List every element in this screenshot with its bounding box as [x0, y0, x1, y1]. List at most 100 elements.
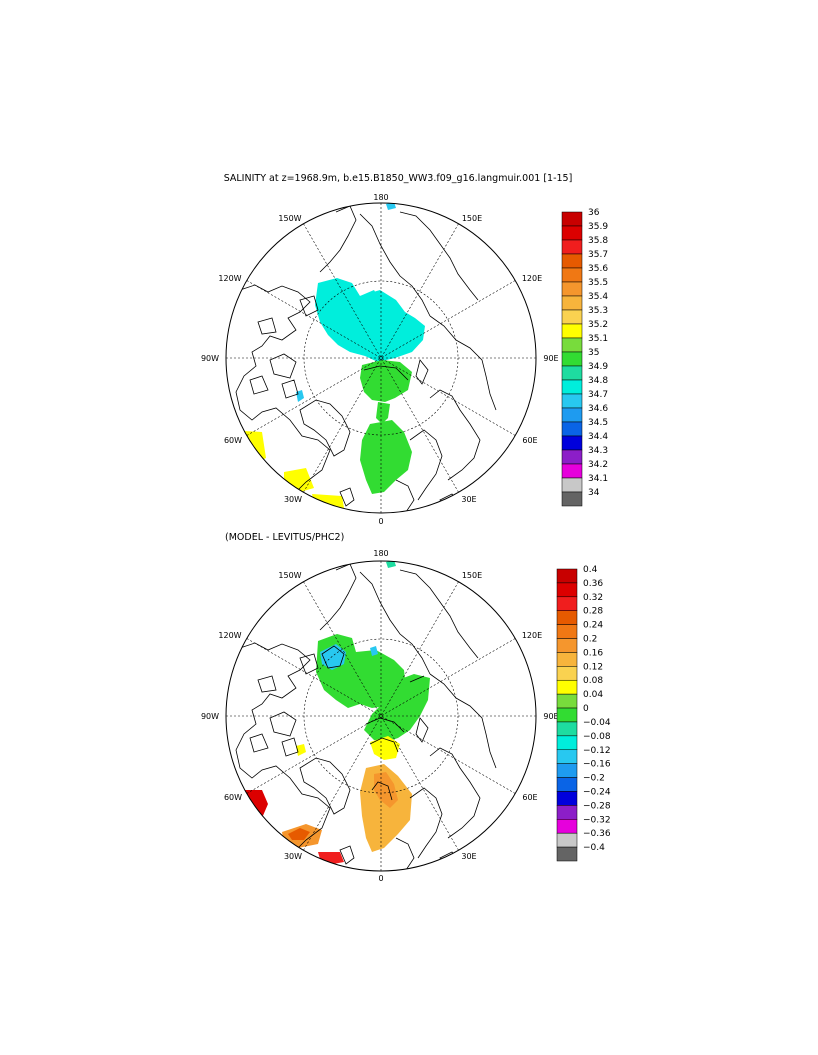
colorbar-swatch: [561, 295, 583, 311]
colorbar-label: −0.32: [583, 815, 611, 825]
diff-makarov-spot: [370, 646, 378, 656]
colorbar-swatch: [561, 379, 583, 395]
lon-label-30e: 30E: [461, 852, 476, 861]
colorbar-swatch: [556, 805, 578, 820]
colorbar-label: 0.12: [583, 662, 603, 672]
colorbar-label: 35.1: [588, 334, 608, 344]
colorbar-label: 0.36: [583, 579, 603, 589]
colorbar-swatch: [556, 832, 578, 848]
colorbar-swatch: [561, 281, 583, 297]
lon-label-150w: 150W: [278, 214, 301, 223]
colorbar-label: −0.36: [583, 829, 611, 839]
colorbar-swatch: [561, 211, 583, 227]
lon-label-0: 0: [378, 874, 383, 883]
map-border-2: [225, 560, 537, 872]
polar-map-1: [226, 203, 536, 513]
colorbar-swatch: [556, 791, 578, 806]
lon-label-120w: 120W: [218, 631, 241, 640]
colorbar-swatch: [556, 568, 578, 584]
colorbar-label: 35.8: [588, 236, 608, 246]
lon-label-90w: 90W: [201, 712, 219, 721]
graticule-2: [226, 561, 536, 871]
colorbar-swatch: [556, 582, 578, 598]
colorbar-swatch: [556, 735, 578, 751]
colorbar-label: −0.16: [583, 760, 611, 770]
colorbar-swatch: [561, 463, 583, 479]
colorbar-swatch: [556, 819, 578, 834]
lon-label-60w: 60W: [224, 436, 242, 445]
contours-2: [321, 645, 425, 801]
colorbar-label: −0.2: [583, 774, 605, 784]
lon-label-0: 0: [378, 517, 383, 526]
colorbar-label: 0.04: [583, 690, 603, 700]
lon-label-120w: 120W: [218, 274, 241, 283]
colorbar-label: −0.04: [583, 718, 611, 728]
polar-map-2: [226, 561, 536, 871]
colorbar-swatch: [556, 846, 578, 862]
lon-label-30e: 30E: [461, 495, 476, 504]
lon-label-180: 180: [373, 193, 388, 202]
colorbar-swatch: [561, 351, 583, 367]
coastlines-2: [226, 563, 497, 871]
colorbar-swatch: [556, 679, 578, 695]
lon-label-90w: 90W: [201, 354, 219, 363]
colorbar-label: 35: [588, 348, 599, 358]
colorbar-swatch: [556, 624, 578, 639]
colorbar-swatch: [561, 435, 583, 451]
colorbar-swatch: [561, 421, 583, 437]
colorbar-swatch: [561, 323, 583, 339]
colorbar-swatch: [561, 477, 583, 493]
lon-label-180: 180: [373, 549, 388, 558]
colorbar-label: 34: [588, 488, 600, 498]
colorbar-swatch: [561, 407, 583, 423]
diff-nordic-seas: [360, 764, 412, 852]
difference-panel: (MODEL - LEVITUS/PHC2): [201, 532, 611, 883]
colorbar-label: 35.3: [588, 306, 608, 316]
colorbar-label: 35.6: [588, 264, 608, 274]
lon-label-120e: 120E: [522, 631, 542, 640]
graticule-1: [226, 203, 536, 513]
colorbar-label: 0.16: [583, 648, 603, 658]
diff-beaufort-edge: [386, 561, 396, 568]
lon-label-30w: 30W: [284, 852, 302, 861]
colorbar-label: 34.2: [588, 460, 608, 470]
region-nordic-seas: [360, 420, 412, 494]
colorbar-label: 0.2: [583, 635, 597, 645]
colorbar-label: 34.8: [588, 376, 608, 386]
colorbar-swatch: [561, 393, 583, 409]
diff-natl-w-core: [288, 828, 310, 840]
colorbar-label: −0.08: [583, 732, 611, 742]
colorbar-label: 35.7: [588, 250, 608, 260]
colorbar-label: 34.7: [588, 390, 608, 400]
region-fram-strait: [376, 402, 390, 424]
colorbar-swatch: [556, 707, 578, 723]
lon-label-60e: 60E: [522, 436, 537, 445]
colorbar-label: 35.2: [588, 320, 608, 330]
colorbar-label: −0.24: [583, 787, 611, 797]
colorbar-label: −0.12: [583, 746, 611, 756]
colorbar-2: 0.4 0.36 0.32 0.28 0.24 0.2 0.16 0.12 0.08 0.04 0 −…: [556, 565, 611, 862]
colorbar-label: −0.28: [583, 801, 611, 811]
colorbar-swatch: [556, 610, 578, 625]
colorbar-label: 34.1: [588, 474, 608, 484]
colorbar-swatch: [556, 763, 578, 778]
colorbar-swatch: [556, 749, 578, 764]
diff-baffin: [296, 744, 306, 756]
lon-label-150e: 150E: [462, 214, 482, 223]
panel1-title: SALINITY at z=1968.9m, b.e15.B1850_WW3.f…: [224, 173, 573, 184]
lon-label-60e: 60E: [522, 793, 537, 802]
lon-label-90e: 90E: [543, 712, 558, 721]
diff-fram-yellow: [370, 736, 400, 760]
colorbar-label: 0.4: [583, 565, 598, 575]
panel2-title: (MODEL - LEVITUS/PHC2): [225, 532, 344, 543]
colorbar-swatch: [556, 721, 578, 737]
lon-label-120e: 120E: [522, 274, 542, 283]
colorbar-label: 0.28: [583, 607, 603, 617]
diff-eurasian-basin: [364, 674, 430, 742]
map-border-1: [225, 202, 537, 514]
colorbar-label: 0.08: [583, 676, 603, 686]
colorbar-label: 35.4: [588, 292, 608, 302]
colorbar-swatch: [556, 652, 578, 667]
lon-label-150e: 150E: [462, 571, 482, 580]
